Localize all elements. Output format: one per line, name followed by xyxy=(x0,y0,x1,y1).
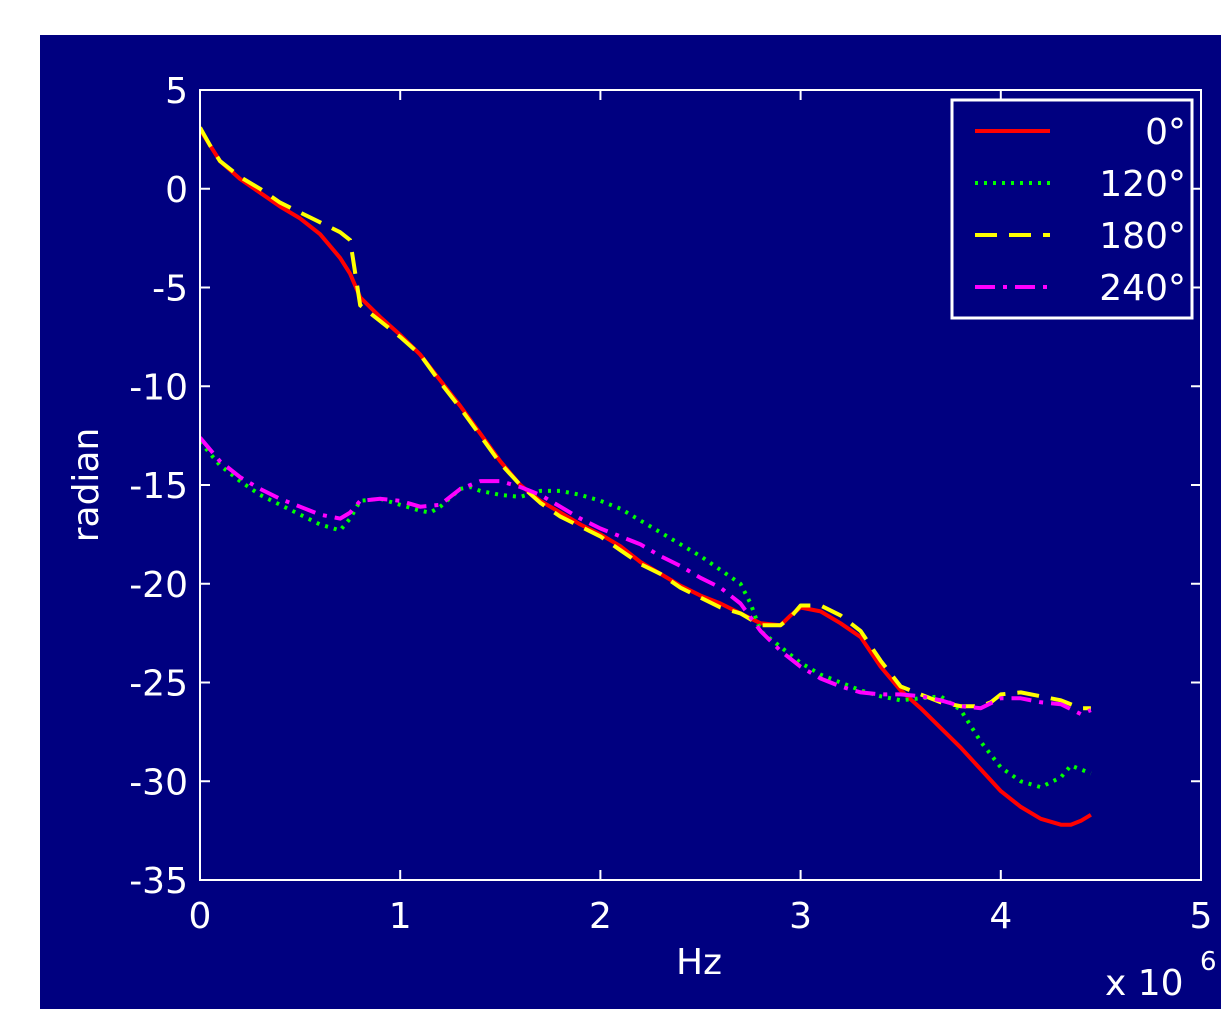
x-tick-label: 5 xyxy=(1190,896,1213,937)
x-tick-label: 1 xyxy=(389,896,412,937)
x-tick-label: 0 xyxy=(189,896,212,937)
legend-label-4: 240° xyxy=(1099,268,1186,309)
series-lines xyxy=(200,126,1092,827)
legend-label-2: 120° xyxy=(1099,164,1186,205)
y-tick-label: -10 xyxy=(129,367,188,408)
y-tick-label: -5 xyxy=(152,269,188,310)
y-tick-label: -30 xyxy=(129,762,188,803)
legend: 0° 120° 180° 240° xyxy=(950,98,1194,320)
y-tick-label: 0 xyxy=(165,170,188,211)
legend-label-1: 0° xyxy=(1145,112,1186,153)
axis-ticks xyxy=(199,89,1202,881)
x-multiplier-exponent: 6 xyxy=(1200,947,1217,977)
y-tick-label: -15 xyxy=(129,466,188,507)
legend-label-3: 180° xyxy=(1099,216,1186,257)
x-tick-label: 3 xyxy=(789,896,812,937)
x-tick-label: 2 xyxy=(589,896,612,937)
y-tick-label: 5 xyxy=(165,71,188,112)
x-multiplier-label: x 10 xyxy=(1105,963,1184,1004)
series-line-3 xyxy=(200,126,1091,711)
legend-box xyxy=(950,98,1194,320)
series-line-4 xyxy=(200,436,1092,717)
y-tick-label: -35 xyxy=(129,861,188,902)
y-tick-label: -20 xyxy=(129,565,188,606)
x-tick-label: 4 xyxy=(989,896,1012,937)
x-axis-label: Hz xyxy=(676,942,722,983)
y-axis-label: radian xyxy=(66,428,107,543)
tick-labels: 0 1 2 3 4 5 5 0 -5 -10 -15 -20 -25 -30 -35 xyxy=(129,71,1212,937)
y-tick-label: -25 xyxy=(129,664,188,705)
